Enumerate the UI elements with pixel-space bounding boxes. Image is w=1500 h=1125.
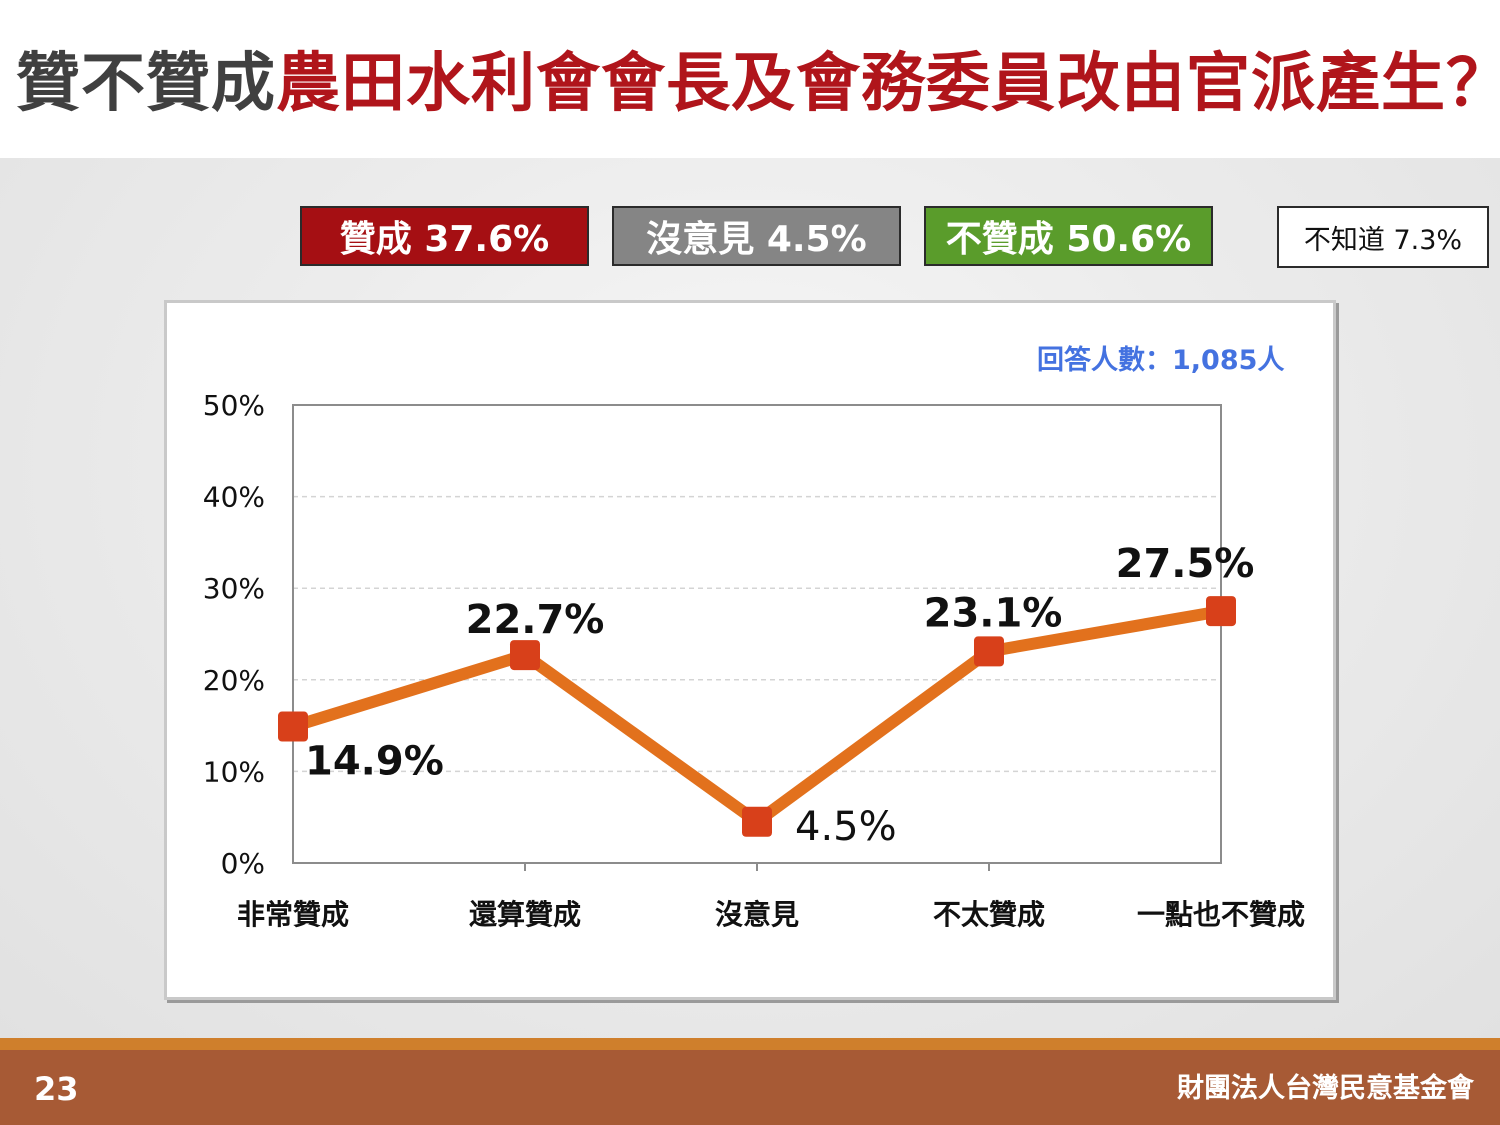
y-tick-label: 0% xyxy=(221,847,265,880)
markers xyxy=(278,596,1236,837)
legend-approve: 贊成 37.6% xyxy=(300,206,589,266)
y-tick-label: 50% xyxy=(203,389,265,422)
legend-neutral: 沒意見 4.5% xyxy=(612,206,901,266)
x-axis-ticks: 非常贊成 還算贊成 沒意見 不太贊成 一點也不贊成 xyxy=(237,863,1305,931)
data-labels: 14.9% 22.7% 4.5% 23.1% 27.5% xyxy=(305,541,1254,850)
data-label: 23.1% xyxy=(924,590,1063,636)
x-tick-label: 一點也不贊成 xyxy=(1137,898,1305,931)
y-tick-label: 10% xyxy=(203,755,265,788)
page-number: 23 xyxy=(34,1070,79,1108)
y-tick-label: 40% xyxy=(203,481,265,514)
y-tick-label: 20% xyxy=(203,664,265,697)
footer-bar xyxy=(0,1050,1500,1125)
slide-title: 贊不贊成農田水利會會長及會務委員改由官派產生？ xyxy=(16,42,1500,126)
x-tick-label: 非常贊成 xyxy=(237,898,349,931)
title-highlight: 農田水利會會長及會務委員改由官派產生？ xyxy=(276,47,1500,121)
title-bar: 贊不贊成農田水利會會長及會務委員改由官派產生？ xyxy=(0,0,1500,158)
x-tick-label: 還算贊成 xyxy=(469,898,581,931)
data-label: 4.5% xyxy=(795,804,897,850)
legend-unknown: 不知道 7.3% xyxy=(1277,206,1489,268)
y-tick-label: 30% xyxy=(203,572,265,605)
data-label: 27.5% xyxy=(1116,541,1255,587)
data-point-marker xyxy=(510,640,540,671)
respondent-count: 回答人數：1,085人 xyxy=(1037,345,1285,376)
data-point-marker xyxy=(742,806,772,837)
data-label: 14.9% xyxy=(305,739,444,785)
data-point-marker xyxy=(278,711,308,742)
footer-accent-line xyxy=(0,1038,1500,1050)
legend-disapprove: 不贊成 50.6% xyxy=(924,206,1213,266)
organization-name: 財團法人台灣民意基金會 xyxy=(1177,1073,1474,1104)
y-axis-ticks: 0% 10% 20% 30% 40% 50% xyxy=(203,389,265,880)
chart-frame xyxy=(164,300,1336,1000)
x-tick-label: 不太贊成 xyxy=(933,898,1045,931)
series-line xyxy=(287,605,1227,828)
title-prefix: 贊不贊成 xyxy=(16,47,276,121)
data-point-marker xyxy=(974,636,1004,667)
data-label: 22.7% xyxy=(466,597,605,643)
data-point-marker xyxy=(1206,596,1236,627)
x-tick-label: 沒意見 xyxy=(715,898,799,931)
